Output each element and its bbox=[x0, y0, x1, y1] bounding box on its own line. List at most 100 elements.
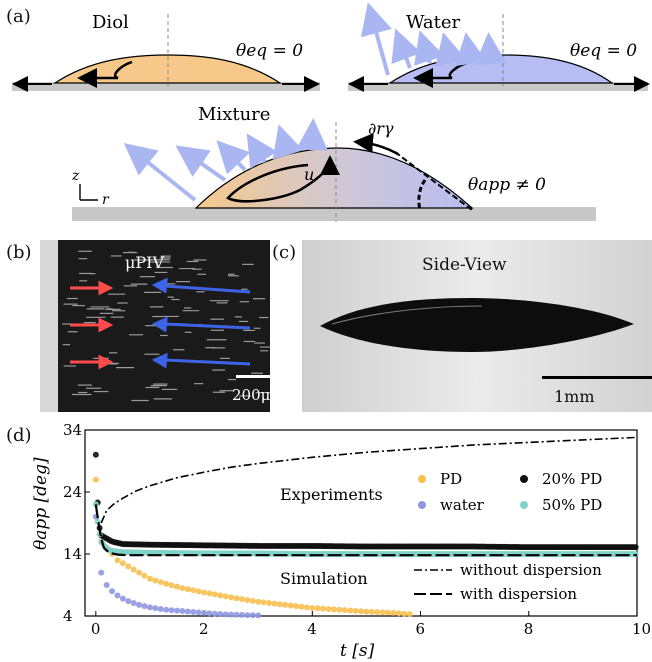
point-water bbox=[168, 607, 175, 614]
point-pd bbox=[184, 586, 191, 593]
point-pd bbox=[195, 588, 202, 595]
point-pd bbox=[119, 560, 126, 567]
legend-without: without dispersion bbox=[460, 561, 602, 579]
substrate-diol bbox=[12, 82, 320, 91]
point-water bbox=[146, 604, 153, 611]
theta-eq-2: θeq = 0 bbox=[570, 41, 637, 61]
x-tick-label: 6 bbox=[416, 620, 426, 638]
legend-with: with dispersion bbox=[460, 585, 577, 603]
point-pd bbox=[163, 580, 170, 587]
legend-water: water bbox=[440, 496, 485, 514]
point-pd bbox=[282, 601, 289, 608]
point-water bbox=[157, 605, 164, 612]
piv-outflow-arrows bbox=[151, 277, 251, 369]
annotation-experiments: Experiments bbox=[280, 485, 383, 504]
substrate-water bbox=[348, 82, 648, 91]
point-pd bbox=[249, 597, 256, 604]
point-pd bbox=[401, 610, 408, 617]
point-water bbox=[190, 608, 197, 615]
point-water bbox=[184, 608, 191, 615]
point-20-pd bbox=[632, 544, 639, 551]
panel-label-d: (d) bbox=[6, 425, 32, 446]
point-pd bbox=[255, 598, 262, 605]
point-pd bbox=[92, 476, 99, 483]
panel-c-side-view: Side-View 1mm bbox=[302, 240, 652, 412]
legend: PD water 20% PD 50% PD without dispersio… bbox=[414, 470, 602, 603]
point-water bbox=[255, 612, 262, 619]
point-water bbox=[179, 608, 186, 615]
point-water bbox=[109, 588, 116, 595]
panel-label-b: (b) bbox=[6, 242, 32, 263]
point-water bbox=[98, 569, 105, 576]
point-pd bbox=[152, 577, 159, 584]
y-tick-label: 14 bbox=[63, 545, 82, 563]
piv-scale-label: 200μm bbox=[232, 386, 270, 404]
point-water bbox=[141, 603, 148, 610]
point-pd bbox=[287, 602, 294, 609]
point-pd bbox=[146, 575, 153, 582]
point-water bbox=[206, 610, 213, 617]
point-pd bbox=[352, 607, 359, 614]
point-pd bbox=[347, 607, 354, 614]
point-pd bbox=[385, 609, 392, 616]
y-tick-label: 24 bbox=[63, 483, 82, 501]
legend-pd: PD bbox=[440, 470, 462, 488]
point-water bbox=[217, 611, 224, 618]
velocity-label: u bbox=[304, 165, 314, 184]
panel-label-a: (a) bbox=[6, 6, 31, 27]
point-water bbox=[249, 612, 256, 619]
mixture-drop bbox=[194, 147, 474, 209]
point-water bbox=[233, 611, 240, 618]
tangent-line bbox=[394, 151, 473, 211]
substrate-mixture bbox=[72, 207, 596, 221]
line-with-dispersion bbox=[94, 504, 637, 557]
point-water bbox=[163, 606, 170, 613]
point-pd bbox=[379, 609, 386, 616]
water-evaporation-arrows bbox=[360, 2, 507, 76]
x-axis-label: t [s] bbox=[340, 641, 375, 661]
point-pd bbox=[325, 606, 332, 613]
point-pd bbox=[244, 597, 251, 604]
point-pd bbox=[395, 610, 402, 617]
marangoni-arrow bbox=[353, 133, 399, 156]
x-tick-label: 10 bbox=[632, 620, 651, 638]
diol-flow-arrow bbox=[77, 60, 133, 88]
point-water bbox=[125, 598, 132, 605]
point-pd bbox=[157, 579, 164, 586]
point-pd bbox=[298, 603, 305, 610]
point-pd bbox=[238, 596, 245, 603]
point-pd bbox=[368, 608, 375, 615]
line-without-dispersion bbox=[100, 436, 638, 524]
point-pd bbox=[217, 592, 224, 599]
annotation-simulation: Simulation bbox=[280, 569, 368, 588]
point-pd bbox=[114, 557, 121, 564]
point-pd bbox=[276, 601, 283, 608]
point-pd bbox=[141, 572, 148, 579]
y-tick-label: 34 bbox=[63, 422, 82, 439]
point-pd bbox=[168, 582, 175, 589]
legend-pd50: 50% PD bbox=[542, 496, 602, 514]
side-view-scale-label: 1mm bbox=[554, 387, 595, 406]
theta-eq-1: θeq = 0 bbox=[236, 41, 303, 61]
point-pd bbox=[390, 609, 397, 616]
point-pd bbox=[374, 609, 381, 616]
point-water bbox=[228, 611, 235, 618]
mixture-label: Mixture bbox=[198, 104, 270, 125]
y-tick-label: 4 bbox=[63, 607, 73, 625]
point-pd bbox=[358, 608, 364, 615]
panel-a-schematic: Diol θeq = 0 Water θeq = 0 Mixture ∂rγ u… bbox=[12, 2, 650, 222]
point-water bbox=[201, 609, 208, 616]
point-water bbox=[244, 612, 251, 619]
droplet-reflection bbox=[331, 305, 483, 325]
point-pd bbox=[190, 587, 197, 594]
point-water bbox=[130, 599, 137, 606]
point-pd bbox=[233, 595, 240, 602]
x-tick-label: 2 bbox=[199, 620, 209, 638]
point-pd bbox=[271, 600, 278, 607]
legend-marker-water bbox=[418, 501, 426, 509]
panel-label-c: (c) bbox=[272, 242, 297, 263]
axis-r-label: r bbox=[102, 192, 110, 208]
point-pd bbox=[125, 563, 132, 570]
gradient-label: ∂rγ bbox=[368, 119, 394, 138]
